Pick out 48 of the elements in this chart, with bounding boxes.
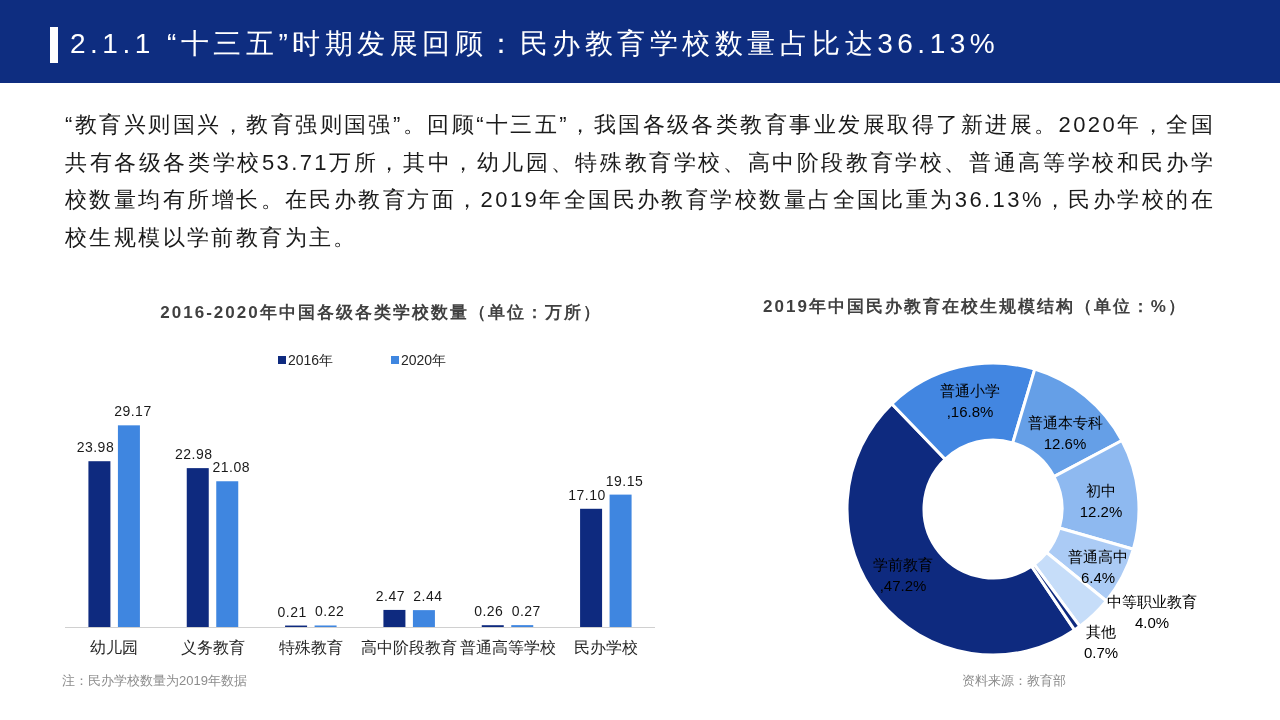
data-label: 4.0% xyxy=(1134,613,1170,633)
data-label: ,16.8% xyxy=(946,402,994,422)
bar xyxy=(383,609,406,627)
text: 2.1.1 “十三五”时期发展回顾：民办教育学校数量占比达36.13% xyxy=(70,27,1000,61)
bar xyxy=(88,461,111,627)
slice-label: 普通小学 xyxy=(940,381,1000,401)
data-label: 21.08 xyxy=(212,459,251,476)
data-label: 12.2% xyxy=(1079,502,1123,522)
slice-label: 学前教育 xyxy=(873,555,933,575)
legend-label: 2020年 xyxy=(401,352,447,368)
data-label: 12.6% xyxy=(1043,434,1087,454)
x-tick-label: 义务教育 xyxy=(180,639,245,656)
x-tick-label: 普通高等学校 xyxy=(459,639,556,656)
data-label: 23.98 xyxy=(76,439,115,456)
slice-label: 普通本专科 xyxy=(1027,413,1103,433)
data-label: 0.7% xyxy=(1083,643,1119,663)
x-tick-label: 特殊教育 xyxy=(278,639,343,656)
x-tick-label: 民办学校 xyxy=(573,639,638,656)
data-label: ,47.2% xyxy=(879,576,927,596)
slice-label: 中等职业教育 xyxy=(1107,592,1197,612)
data-label: 0.26 xyxy=(474,603,504,620)
bar xyxy=(117,425,140,627)
bar xyxy=(609,494,632,627)
slice-label: 初中 xyxy=(1086,481,1116,501)
data-label: 6.4% xyxy=(1080,568,1116,588)
x-tick-label: 幼儿园 xyxy=(90,639,139,656)
bar xyxy=(412,610,435,627)
text: 注：民办学校数量为2019年数据 xyxy=(62,673,247,688)
slice-label: 其他 xyxy=(1086,622,1116,642)
bar xyxy=(580,508,603,627)
data-label: 22.98 xyxy=(174,446,213,463)
chart-title: 2016-2020年中国各级各类学校数量（单位：万所） xyxy=(160,303,602,322)
chart-title: 2019年中国民办教育在校生规模结构（单位：%） xyxy=(763,296,1187,316)
text: “教育兴则国兴，教育强则国强”。回顾“十三五”，我国各级各类教育事业发展取得了新进展。2020年，全国共有各级各类学校53.71万所，其中，幼儿园、特殊教育学校、高中阶段教育学校、普通高等学校和民办学校数量均有所增长。在民办教育方面，2019年全国民办教育学校数量占全国比重为36.13%，民办学校的在校生规模以学前教育为主。 xyxy=(65,111,1215,252)
bar xyxy=(186,468,209,627)
data-label: 0.21 xyxy=(277,603,307,620)
data-label: 19.15 xyxy=(605,472,644,489)
bar xyxy=(216,481,239,627)
data-label: 2.44 xyxy=(413,588,443,605)
data-label: 0.22 xyxy=(314,603,345,620)
data-label: 2.47 xyxy=(375,587,406,604)
data-label: 17.10 xyxy=(568,486,606,503)
data-label: 29.17 xyxy=(114,403,152,420)
x-tick-label: 高中阶段教育 xyxy=(361,639,458,656)
legend-label: 2016年 xyxy=(288,352,334,368)
text: 资料来源：教育部 xyxy=(962,673,1066,688)
data-label: 0.27 xyxy=(511,603,541,620)
slice-label: 普通高中 xyxy=(1068,547,1128,567)
